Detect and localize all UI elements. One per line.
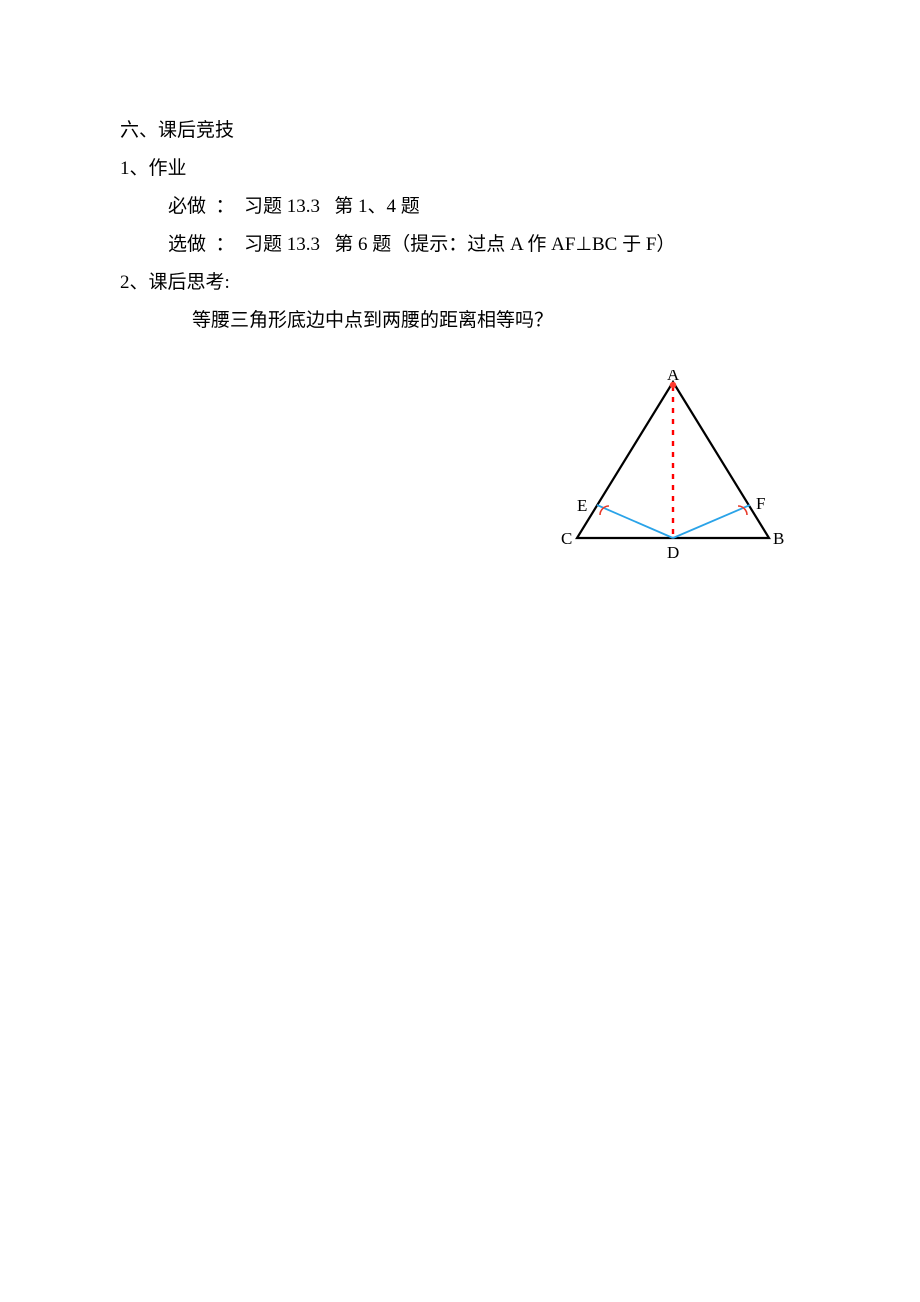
item-2-label: 2、课后思考:: [120, 264, 800, 302]
section-heading: 六、课后竞技: [120, 112, 800, 150]
triangle-figure: A B C D E F: [547, 370, 800, 560]
item-1-line-a: 必做 ： 习题 13.3 第 1、4 题: [120, 188, 800, 226]
svg-text:C: C: [561, 529, 572, 548]
item-1-line-b: 选做 ： 习题 13.3 第 6 题（提示：过点 A 作 AF⊥BC 于 F）: [120, 226, 800, 264]
item-1-label: 1、作业: [120, 150, 800, 188]
svg-text:E: E: [577, 496, 587, 515]
svg-text:B: B: [773, 529, 784, 548]
svg-text:A: A: [667, 370, 680, 384]
item-2-question: 等腰三角形底边中点到两腰的距离相等吗？: [120, 302, 800, 340]
svg-text:F: F: [756, 494, 765, 513]
svg-text:D: D: [667, 543, 679, 560]
